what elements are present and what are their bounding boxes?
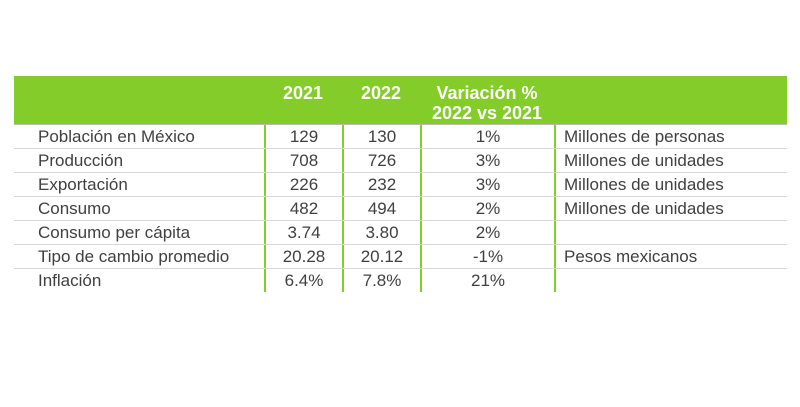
header-variation: Variación % 2022 vs 2021 xyxy=(420,83,554,123)
value-unit xyxy=(554,269,787,292)
value-2022: 130 xyxy=(342,125,420,148)
value-2022: 3.80 xyxy=(342,221,420,244)
value-2022: 232 xyxy=(342,173,420,196)
value-unit xyxy=(554,221,787,244)
value-variation: 21% xyxy=(420,269,554,292)
table-row: Consumo 482 494 2% Millones de unidades xyxy=(14,197,787,221)
value-unit: Millones de personas xyxy=(554,125,787,148)
row-label: Inflación xyxy=(38,271,102,290)
value-2021: 708 xyxy=(264,149,342,172)
value-variation: 2% xyxy=(420,197,554,220)
value-2021: 129 xyxy=(264,125,342,148)
table-header: 2021 2022 Variación % 2022 vs 2021 xyxy=(14,76,787,125)
value-2022: 494 xyxy=(342,197,420,220)
row-label: Población en México xyxy=(38,127,195,146)
table-body: Población en México 129 130 1% Millones … xyxy=(14,125,787,292)
table-row: Inflación 6.4% 7.8% 21% xyxy=(14,269,787,292)
value-unit: Millones de unidades xyxy=(554,149,787,172)
value-variation: 3% xyxy=(420,173,554,196)
row-label: Producción xyxy=(38,151,124,170)
data-table: 2021 2022 Variación % 2022 vs 2021 Pobla… xyxy=(14,76,787,292)
value-2021: 226 xyxy=(264,173,342,196)
table-row: Consumo per cápita 3.74 3.80 2% xyxy=(14,221,787,245)
value-2021: 482 xyxy=(264,197,342,220)
value-2021: 20.28 xyxy=(264,245,342,268)
table-row: Tipo de cambio promedio 20.28 20.12 -1% … xyxy=(14,245,787,269)
value-2022: 20.12 xyxy=(342,245,420,268)
value-2021: 6.4% xyxy=(264,269,342,292)
value-unit: Millones de unidades xyxy=(554,173,787,196)
row-label: Exportación xyxy=(38,175,128,194)
header-variation-line1: Variación % xyxy=(436,83,538,103)
header-2022: 2022 xyxy=(360,83,402,103)
value-2022: 7.8% xyxy=(342,269,420,292)
value-unit: Pesos mexicanos xyxy=(554,245,787,268)
value-variation: 1% xyxy=(420,125,554,148)
value-2022: 726 xyxy=(342,149,420,172)
row-label: Tipo de cambio promedio xyxy=(38,247,230,266)
row-label: Consumo per cápita xyxy=(38,223,191,242)
table-row: Producción 708 726 3% Millones de unidad… xyxy=(14,149,787,173)
value-variation: 3% xyxy=(420,149,554,172)
table-row: Exportación 226 232 3% Millones de unida… xyxy=(14,173,787,197)
row-label: Consumo xyxy=(38,199,111,218)
value-2021: 3.74 xyxy=(264,221,342,244)
table-row: Población en México 129 130 1% Millones … xyxy=(14,125,787,149)
header-variation-line2: 2022 vs 2021 xyxy=(431,103,543,123)
value-unit: Millones de unidades xyxy=(554,197,787,220)
header-2021: 2021 xyxy=(282,83,324,103)
value-variation: -1% xyxy=(420,245,554,268)
value-variation: 2% xyxy=(420,221,554,244)
